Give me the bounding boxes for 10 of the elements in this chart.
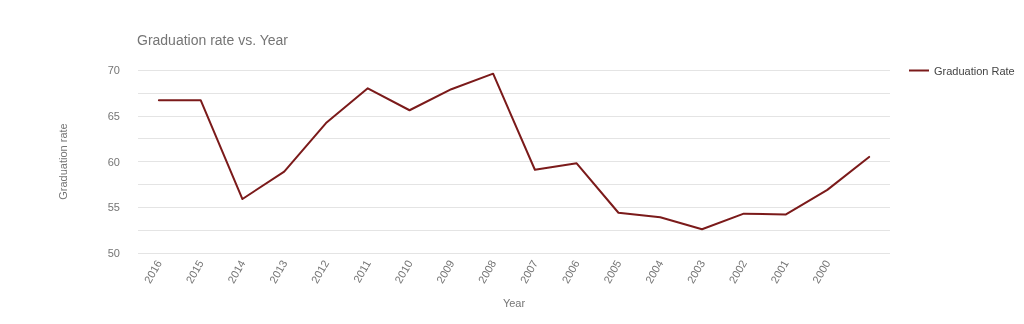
line-series [157,72,871,231]
y-tick-label: 60 [107,155,120,168]
y-axis-title: Graduation rate [56,123,69,200]
y-tick-label: 50 [107,247,120,259]
y-tick-label: 65 [107,109,120,122]
y-tick-label: 55 [107,201,120,214]
legend-label: Graduation Rate [934,64,1015,77]
y-tick-label: 70 [107,64,120,76]
chart-title: Graduation rate vs. Year [137,32,289,48]
x-axis-title: Year [502,296,526,309]
